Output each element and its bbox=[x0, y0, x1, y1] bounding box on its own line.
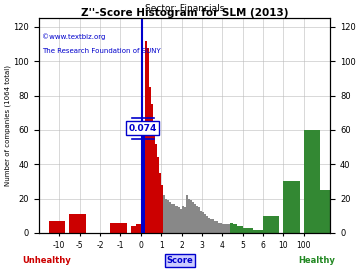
Bar bbox=[263, 216, 279, 233]
Bar bbox=[161, 185, 163, 233]
Text: Unhealthy: Unhealthy bbox=[22, 256, 71, 265]
Bar bbox=[181, 205, 184, 233]
Bar bbox=[304, 130, 320, 233]
Bar bbox=[222, 224, 224, 233]
Bar bbox=[153, 127, 155, 233]
Bar bbox=[230, 223, 233, 233]
Bar bbox=[283, 181, 300, 233]
Bar bbox=[253, 230, 255, 233]
Text: Sector: Financials: Sector: Financials bbox=[145, 4, 224, 13]
Bar bbox=[218, 223, 220, 233]
Bar bbox=[208, 218, 210, 233]
Bar bbox=[69, 214, 86, 233]
Bar bbox=[194, 204, 196, 233]
Text: 0.074: 0.074 bbox=[129, 124, 157, 133]
Text: Score: Score bbox=[167, 256, 193, 265]
Bar bbox=[141, 219, 143, 233]
Bar bbox=[241, 226, 243, 233]
Bar bbox=[314, 190, 330, 233]
Bar bbox=[159, 173, 161, 233]
Bar bbox=[143, 122, 145, 233]
Bar bbox=[192, 202, 194, 233]
Bar bbox=[212, 219, 214, 233]
Bar bbox=[136, 224, 144, 233]
Bar bbox=[237, 226, 239, 233]
Bar bbox=[224, 224, 226, 233]
Text: The Research Foundation of SUNY: The Research Foundation of SUNY bbox=[42, 48, 161, 55]
Bar bbox=[216, 221, 218, 233]
Bar bbox=[151, 104, 153, 233]
Bar bbox=[177, 207, 180, 233]
Bar bbox=[245, 228, 247, 233]
Bar bbox=[229, 224, 230, 233]
Bar bbox=[174, 204, 175, 233]
Bar bbox=[145, 41, 147, 233]
Bar bbox=[155, 144, 157, 233]
Bar bbox=[49, 221, 66, 233]
Bar bbox=[210, 219, 212, 233]
Bar bbox=[180, 209, 181, 233]
Bar bbox=[220, 223, 222, 233]
Bar bbox=[171, 204, 174, 233]
Bar bbox=[235, 224, 237, 233]
Bar bbox=[175, 205, 177, 233]
Bar bbox=[190, 200, 192, 233]
Bar bbox=[204, 214, 206, 233]
Bar bbox=[167, 200, 169, 233]
Bar bbox=[131, 226, 147, 233]
Bar bbox=[188, 199, 190, 233]
Bar bbox=[147, 48, 149, 233]
Bar bbox=[239, 226, 241, 233]
Bar bbox=[233, 224, 235, 233]
Bar bbox=[163, 195, 165, 233]
Bar bbox=[255, 230, 257, 233]
Bar bbox=[186, 195, 188, 233]
Bar bbox=[247, 228, 249, 233]
Bar bbox=[202, 212, 204, 233]
Bar bbox=[206, 216, 208, 233]
Bar bbox=[169, 202, 171, 233]
Bar bbox=[157, 157, 159, 233]
Y-axis label: Number of companies (1064 total): Number of companies (1064 total) bbox=[4, 65, 11, 186]
Bar bbox=[226, 224, 229, 233]
Bar bbox=[259, 230, 261, 233]
Bar bbox=[149, 87, 151, 233]
Bar bbox=[200, 211, 202, 233]
Bar bbox=[184, 207, 186, 233]
Bar bbox=[243, 228, 245, 233]
Title: Z''-Score Histogram for SLM (2013): Z''-Score Histogram for SLM (2013) bbox=[81, 8, 288, 18]
Bar bbox=[257, 230, 259, 233]
Bar bbox=[165, 199, 167, 233]
Bar bbox=[261, 230, 263, 233]
Bar bbox=[249, 228, 251, 233]
Bar bbox=[198, 207, 200, 233]
Bar bbox=[110, 223, 127, 233]
Bar bbox=[196, 205, 198, 233]
Bar bbox=[214, 221, 216, 233]
Bar bbox=[251, 228, 253, 233]
Text: Healthy: Healthy bbox=[298, 256, 335, 265]
Text: ©www.textbiz.org: ©www.textbiz.org bbox=[42, 33, 105, 40]
